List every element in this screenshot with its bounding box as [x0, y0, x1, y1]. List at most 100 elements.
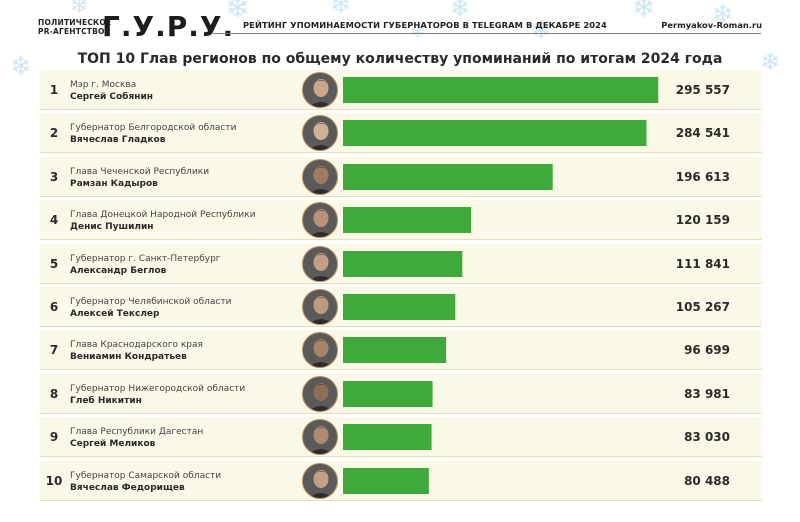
agency-line-1: ПОЛИТИЧЕСКОЕ	[38, 18, 112, 27]
governor-position: Глава Чеченской Республики	[70, 166, 210, 177]
chart-title: ТОП 10 Глав регионов по общему количеств…	[77, 51, 723, 67]
bar-area	[343, 77, 663, 103]
portrait-icon	[303, 246, 337, 281]
table-row: 2 Губернатор Белгородской области Вячеслав…	[40, 113, 762, 154]
avatar	[302, 375, 338, 412]
rank-number: 3	[49, 169, 59, 184]
governor-name: Денис Пушилин	[70, 222, 154, 233]
rank-number: 4	[49, 213, 59, 228]
bar-svg	[343, 380, 433, 407]
mention-count: 111 841	[675, 256, 730, 271]
avatar	[302, 158, 338, 195]
avatar	[302, 419, 338, 456]
table-row: 7 Глава Краснодарского края Вениамин Кондр…	[40, 330, 762, 371]
governor-name: Рамзан Кадыров	[70, 178, 158, 189]
bar-area	[343, 207, 663, 234]
portrait-icon	[303, 203, 337, 238]
bar-svg	[343, 294, 456, 320]
agency-label: ПОЛИТИЧЕСКОЕ PR-АГЕНТСТВО	[38, 18, 111, 36]
bar-area	[343, 163, 663, 190]
table-row: 6 Губернатор Челябинской области Алексей Т…	[40, 287, 762, 327]
bar-area	[343, 380, 663, 407]
bar-svg	[343, 337, 447, 364]
portrait-icon	[303, 333, 337, 368]
bar-area	[343, 337, 663, 364]
bar	[343, 467, 429, 494]
avatar	[302, 202, 338, 239]
bar-area	[343, 250, 663, 277]
governor-name: Вячеслав Гладков	[70, 135, 166, 146]
governor-position: Мэр г. Москва	[70, 80, 137, 90]
governor-name: Вячеслав Федорищев	[70, 482, 185, 493]
portrait-icon	[303, 116, 337, 151]
portrait-icon	[303, 290, 337, 324]
mention-count: 80 488	[684, 473, 730, 488]
governor-name: Сергей Собянин	[70, 92, 153, 102]
governor-position: Губернатор г. Санкт-Петербург	[70, 253, 221, 264]
portrait-icon	[303, 463, 337, 498]
bar-area	[343, 294, 663, 320]
rank-number: 8	[49, 386, 59, 401]
bar-svg	[343, 424, 432, 451]
rank-number: 1	[49, 83, 59, 97]
table-row: 5 Губернатор г. Санкт-Петербург Александр …	[40, 243, 762, 284]
avatar	[302, 115, 338, 152]
mention-count: 83 981	[684, 386, 730, 401]
bar-area	[343, 424, 663, 451]
mention-count: 120 159	[675, 213, 730, 228]
governor-name: Алексей Текслер	[70, 309, 160, 319]
bar	[343, 120, 647, 147]
bar-svg	[343, 120, 647, 147]
avatar	[302, 332, 338, 369]
bar	[343, 77, 659, 103]
mention-count: 295 557	[675, 83, 730, 97]
governor-position: Глава Краснодарского края	[70, 340, 203, 351]
header-divider	[213, 33, 761, 34]
portrait-icon	[303, 376, 337, 411]
agency-line-2: PR-АГЕНТСТВО	[38, 27, 105, 36]
governor-name: Александр Беглов	[70, 265, 167, 276]
table-row: 3 Глава Чеченской Республики Рамзан Кадыро…	[40, 156, 762, 197]
governor-position: Губернатор Челябинской области	[70, 297, 232, 307]
logo: Г.У.Р.У.	[102, 10, 235, 43]
table-row: 10 Губернатор Самарской области Вячеслав Ф…	[40, 460, 762, 501]
table-row: 9 Глава Республики Дагестан Сергей Меликов…	[40, 417, 762, 458]
governor-position: Губернатор Белгородской области	[70, 123, 237, 134]
rank-number: 6	[49, 300, 59, 314]
governor-name: Глеб Никитин	[70, 395, 142, 406]
rating-subtitle: РЕЙТИНГ УПОМИНАЕМОСТИ ГУБЕРНАТОРОВ В TEL…	[243, 20, 607, 30]
rank-number: 7	[49, 343, 59, 358]
rank-number: 2	[49, 126, 59, 141]
rank-number: 10	[45, 473, 63, 488]
site-url: Permyakov-Roman.ru	[661, 20, 762, 30]
governor-position: Губернатор Самарской области	[70, 470, 222, 481]
governor-position: Губернатор Нижегородской области	[70, 383, 246, 394]
bar	[343, 250, 463, 277]
bar-svg	[343, 250, 463, 277]
rank-number: 9	[49, 430, 59, 445]
portrait-icon	[303, 159, 337, 194]
bar	[343, 294, 456, 320]
bar-svg	[343, 163, 553, 190]
table-row: 1 Мэр г. Москва Сергей Собянин 295 557	[40, 70, 762, 110]
rank-number: 5	[49, 256, 59, 271]
governor-position: Глава Донецкой Народной Республики	[70, 210, 256, 221]
mention-count: 196 613	[675, 169, 730, 184]
bar-area	[343, 467, 663, 494]
portrait-icon	[303, 73, 337, 107]
table-row: 8 Губернатор Нижегородской области Глеб Ни…	[40, 373, 762, 414]
governor-name: Сергей Меликов	[70, 439, 156, 450]
bar	[343, 337, 447, 364]
bar	[343, 163, 553, 190]
bar-svg	[343, 207, 472, 234]
bar-area	[343, 120, 663, 147]
governor-position: Глава Республики Дагестан	[70, 427, 204, 438]
bar	[343, 207, 472, 234]
avatar	[302, 289, 338, 325]
mention-count: 96 699	[684, 343, 730, 358]
avatar	[302, 245, 338, 282]
portrait-icon	[303, 420, 337, 455]
mention-count: 83 030	[684, 430, 730, 445]
mention-count: 284 541	[675, 126, 730, 141]
governor-name: Вениамин Кондратьев	[70, 352, 187, 363]
